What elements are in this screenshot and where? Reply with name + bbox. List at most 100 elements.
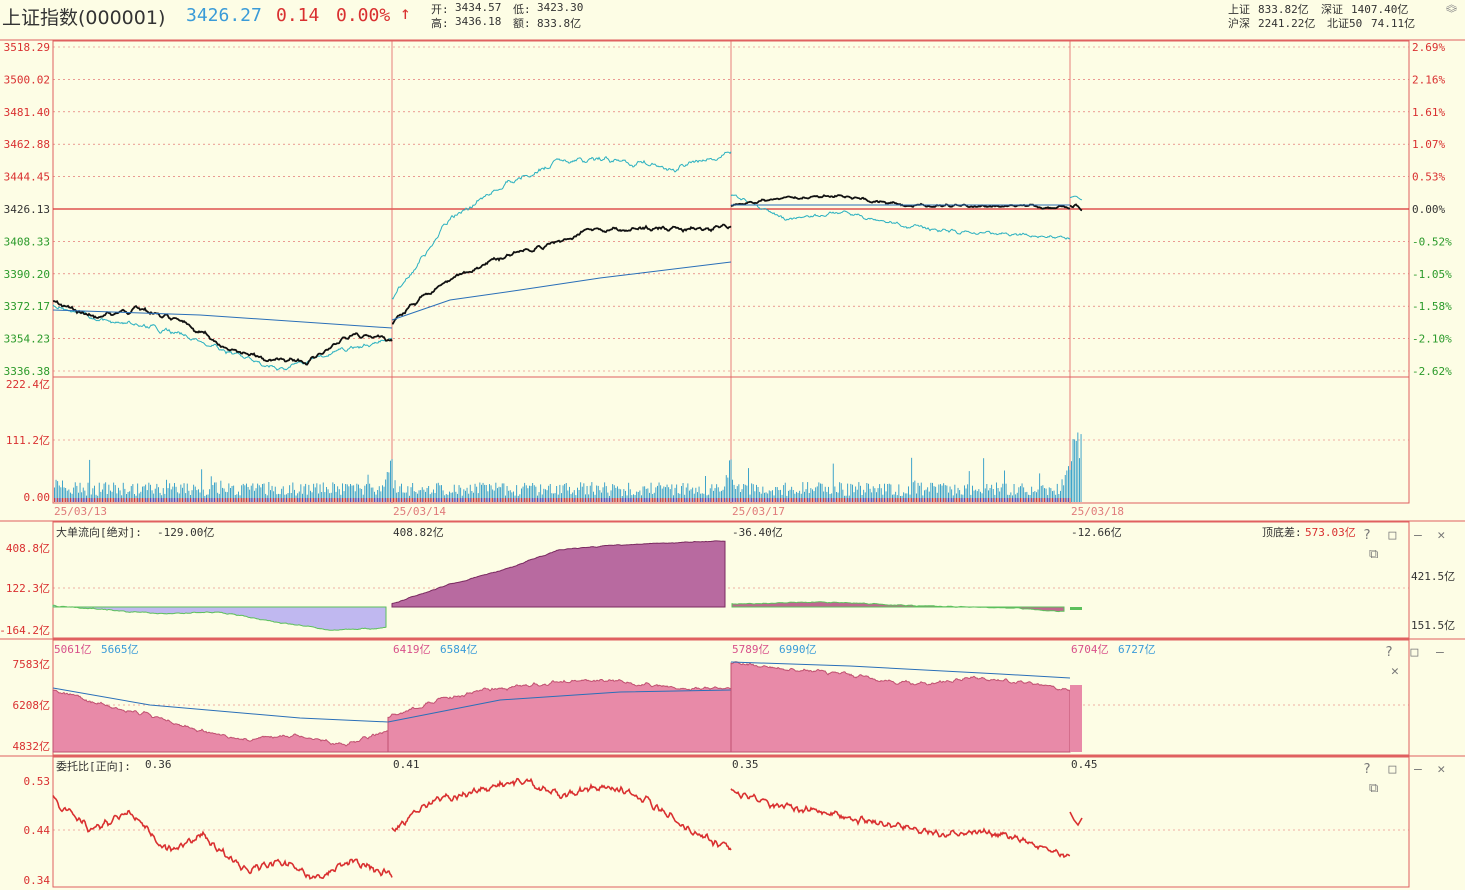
volume-bar: [457, 493, 458, 502]
maximize-icon[interactable]: □: [1388, 762, 1397, 777]
volume-bar-base: [733, 498, 735, 502]
flow-value-4: -12.66亿: [1071, 526, 1122, 539]
collapse-icon[interactable]: ︽ ︾: [1446, 0, 1457, 20]
sh-amount: 833.82亿: [1258, 3, 1309, 16]
volume-bar: [62, 480, 63, 502]
volume-bar-base: [860, 498, 861, 502]
volume-bar: [497, 488, 498, 502]
volume-bar: [852, 484, 853, 502]
volume-bar: [217, 492, 219, 502]
volume-bar-base: [605, 498, 607, 502]
pct-tick-label: 0.00%: [1412, 203, 1445, 216]
volume-bar: [639, 490, 641, 502]
volume-bar-base: [196, 498, 198, 502]
volume-bar: [415, 492, 417, 502]
volume-bar-base: [714, 498, 716, 502]
volume-bar: [166, 479, 167, 502]
close-icon[interactable]: ✕: [1437, 528, 1446, 543]
volume-bar: [417, 493, 418, 502]
volume-bar: [108, 484, 110, 502]
volume-bar-base: [300, 498, 302, 502]
volume-bar: [292, 482, 294, 502]
volume-bar-base: [938, 498, 940, 502]
volume-bar: [756, 484, 757, 502]
volume-bar-base: [920, 498, 922, 502]
volume-bar: [509, 490, 511, 502]
volume-bar: [716, 484, 718, 502]
volume-bar-base: [100, 498, 102, 502]
volume-bar: [1010, 492, 1012, 502]
volume-bar-base: [1039, 498, 1041, 502]
price-line: [52, 300, 393, 366]
volume-bar-base: [273, 498, 275, 502]
volume-bar: [703, 493, 705, 502]
index-title[interactable]: 上证指数(000001): [2, 7, 166, 29]
close-icon[interactable]: ✕: [1437, 762, 1446, 777]
hs-label: 沪深: [1228, 17, 1250, 30]
volume-bar-base: [461, 498, 463, 502]
volume-bar-base: [831, 498, 833, 502]
volume-bar: [397, 492, 399, 502]
date-label: 25/03/13: [54, 505, 107, 518]
volume-bar: [978, 489, 980, 502]
volume-bar-base: [124, 498, 126, 502]
volume-bar: [620, 489, 622, 502]
volume-bar: [302, 493, 303, 502]
amount-panel-controls: ? □ — ✕: [1385, 641, 1465, 679]
volume-bar: [273, 491, 275, 502]
volume-bar: [888, 483, 890, 502]
volume-bar-base: [166, 498, 167, 502]
volume-bar: [757, 487, 759, 502]
volume-bar-base: [804, 498, 805, 502]
volume-bar-base: [797, 498, 799, 502]
volume-bar-base: [626, 498, 628, 502]
volume-bar: [740, 492, 741, 502]
volume-bar-base: [976, 498, 978, 502]
close-icon[interactable]: ✕: [1391, 664, 1399, 679]
maximize-icon[interactable]: □: [1388, 528, 1397, 543]
volume-bar-base: [585, 498, 586, 502]
volume-bar-base: [409, 498, 410, 502]
volume-bar-base: [676, 498, 678, 502]
volume-bar: [874, 488, 876, 502]
volume-bar: [850, 483, 852, 502]
minimize-icon[interactable]: —: [1413, 762, 1422, 777]
volume-bar-base: [652, 498, 654, 502]
volume-bar: [877, 488, 879, 502]
volume-bar: [839, 482, 841, 502]
volume-bar: [150, 484, 151, 502]
help-icon[interactable]: ?: [1385, 645, 1393, 660]
low-value: 3423.30: [537, 1, 584, 14]
volume-bar-base: [434, 498, 436, 502]
volume-bar-base: [904, 498, 906, 502]
volume-bar-base: [505, 498, 506, 502]
restore-icon[interactable]: ⧉: [1369, 547, 1379, 562]
help-icon[interactable]: ?: [1363, 762, 1371, 777]
volume-bar: [834, 486, 836, 502]
volume-bar-base: [98, 498, 100, 502]
volume-bar: [484, 484, 486, 502]
volume-bar-base: [289, 498, 291, 502]
price-tick-label: 3336.38: [4, 365, 50, 378]
volume-bar: [122, 482, 124, 502]
volume-bar-base: [194, 498, 196, 502]
index-line: [52, 304, 393, 371]
amount-area: [52, 689, 389, 753]
volume-bar: [350, 484, 351, 502]
help-icon[interactable]: ?: [1363, 528, 1371, 543]
volume-bar-base: [148, 498, 150, 502]
volume-bar-base: [298, 498, 300, 502]
volume-bar-base: [66, 498, 68, 502]
volume-bar-base: [543, 498, 545, 502]
ratio-line: [52, 795, 393, 880]
restore-icon[interactable]: ⧉: [1369, 781, 1379, 796]
maximize-icon[interactable]: □: [1410, 645, 1419, 660]
volume-bar: [437, 482, 439, 502]
minimize-icon[interactable]: —: [1435, 645, 1444, 660]
volume-bar-base: [925, 498, 927, 502]
volume-bar-base: [906, 498, 908, 502]
volume-bar: [533, 485, 535, 502]
volume-bar-base: [805, 498, 807, 502]
minimize-icon[interactable]: —: [1413, 528, 1422, 543]
volume-bar: [1052, 491, 1053, 502]
